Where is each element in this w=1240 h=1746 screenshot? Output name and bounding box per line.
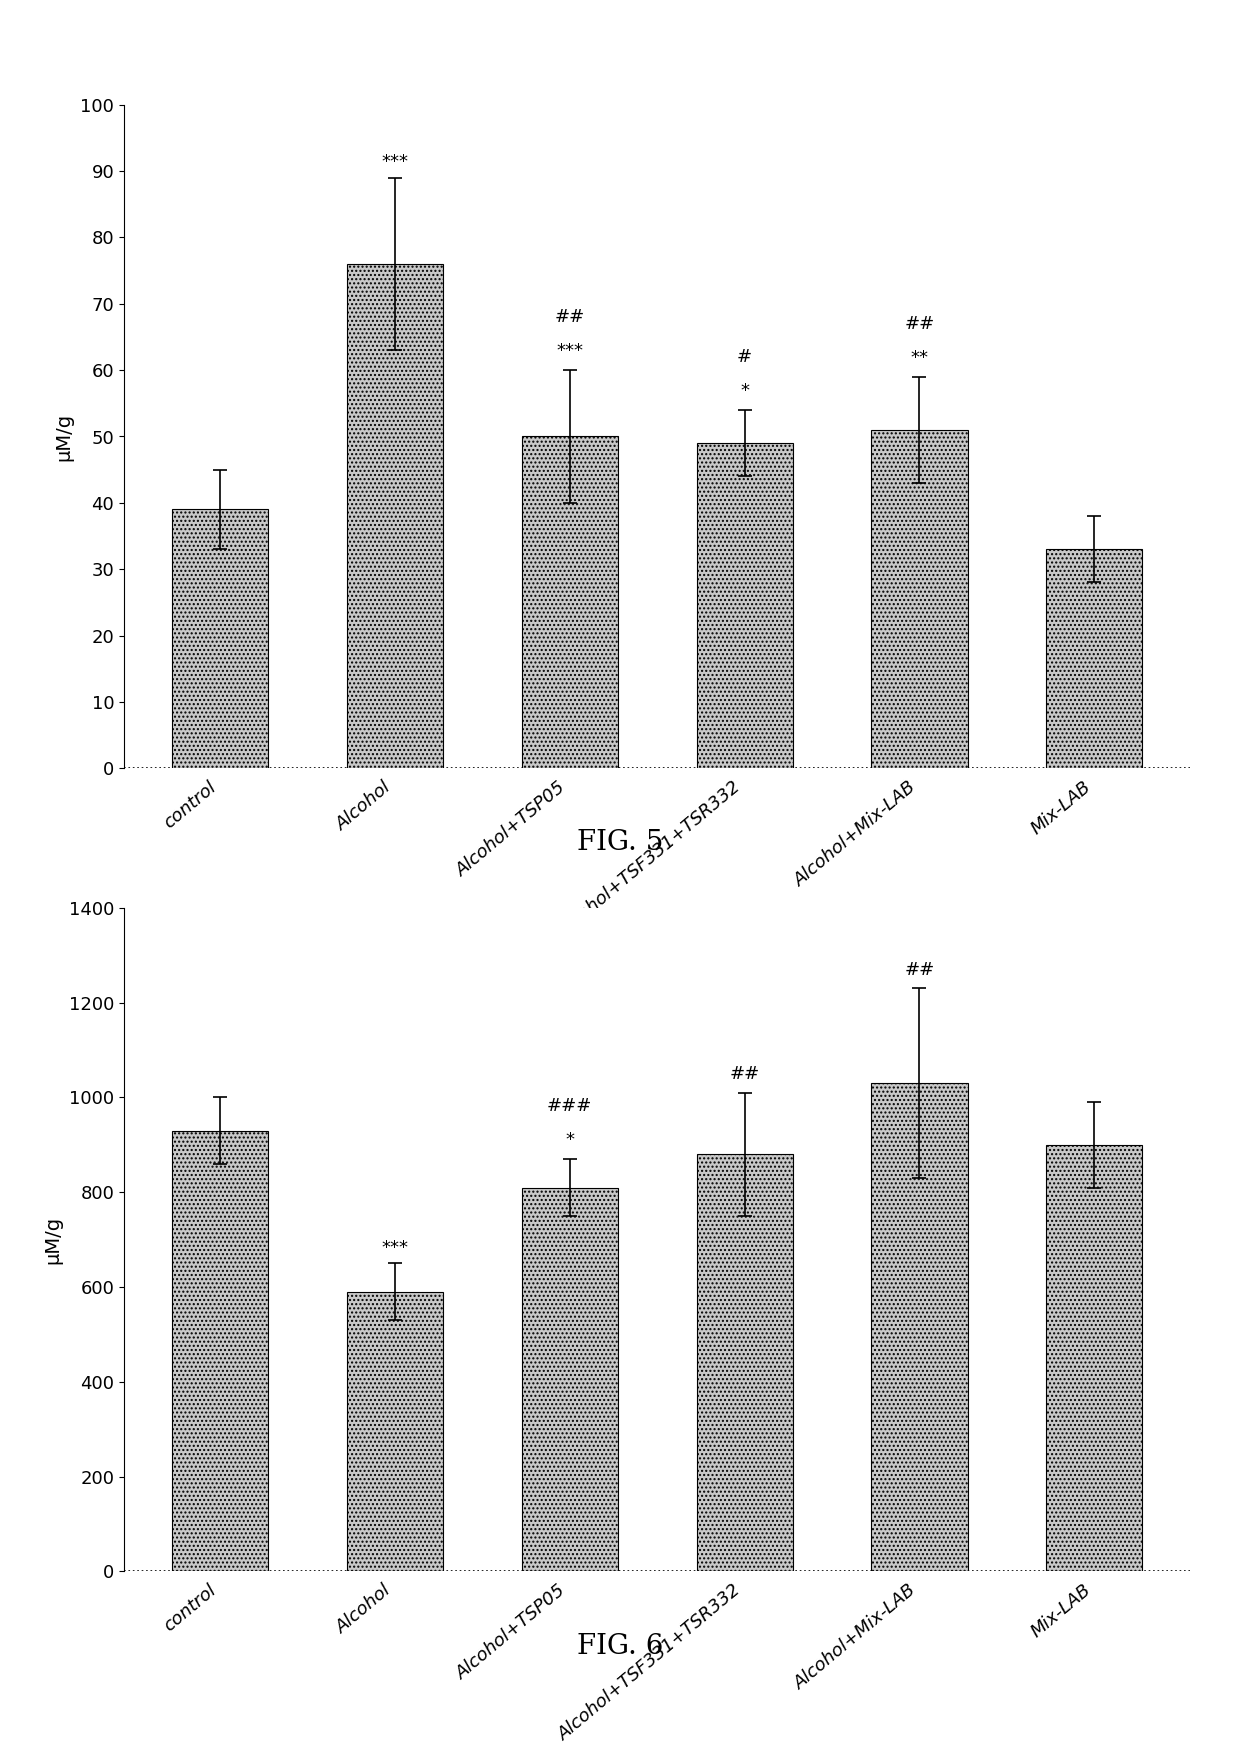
Text: ###: ###	[547, 1096, 593, 1116]
Bar	[522, 436, 618, 768]
Text: FIG. 5: FIG. 5	[577, 829, 663, 856]
Bar	[1047, 1145, 1142, 1571]
Bar	[347, 1292, 443, 1571]
Text: ***: ***	[382, 154, 408, 171]
Bar	[872, 1083, 967, 1571]
Text: *: *	[565, 1131, 574, 1149]
Bar	[172, 510, 268, 768]
Y-axis label: μM/g: μM/g	[43, 1215, 62, 1264]
Text: FIG. 6: FIG. 6	[577, 1633, 663, 1659]
Bar	[1047, 550, 1142, 768]
Bar	[172, 1131, 268, 1571]
Bar	[522, 1187, 618, 1571]
Text: ***: ***	[382, 1238, 408, 1257]
Text: ***: ***	[557, 342, 583, 360]
Text: #: #	[737, 347, 753, 367]
Y-axis label: μM/g: μM/g	[55, 412, 73, 461]
Bar	[872, 430, 967, 768]
Text: ##: ##	[904, 960, 935, 978]
Bar	[697, 443, 792, 768]
Bar	[347, 264, 443, 768]
Text: *: *	[740, 382, 749, 400]
Text: ##: ##	[729, 1065, 760, 1083]
Text: ##: ##	[554, 309, 585, 327]
Text: ##: ##	[904, 314, 935, 333]
Bar	[697, 1154, 792, 1571]
Text: **: **	[910, 349, 929, 367]
